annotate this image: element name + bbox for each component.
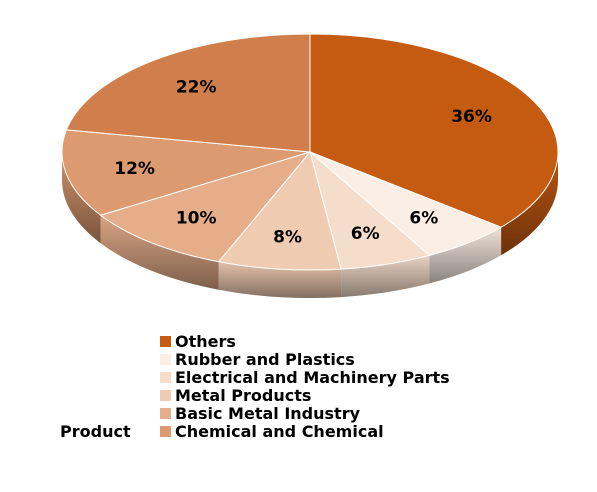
pie-slice-basic-metal-industry-4 <box>99 151 312 263</box>
legend-swatch-chemical-and-chemical-5 <box>160 426 171 437</box>
pie-label-rubber-and-plastics-1: 6% <box>409 208 438 228</box>
pie-label-electrical-and-machinery-parts-2: 6% <box>351 224 380 244</box>
legend-swatch-others-0 <box>160 336 171 347</box>
pie-label-metal-products-3: 8% <box>273 227 302 247</box>
pie-slice-chemical-and-chemical-product-5 <box>61 129 311 216</box>
pie-slice-labels: 36% 6% 6% 8% 10% 12% 22% <box>114 78 492 248</box>
pie-side-shade-metal-products-3 <box>218 261 342 299</box>
pie-slice-others-0 <box>309 33 559 228</box>
pie-label-unlabeled-6: 22% <box>176 78 217 98</box>
pie-side-shade-others-0 <box>501 152 558 256</box>
pie-top-faces <box>61 33 559 271</box>
legend-label-overflow: Product <box>60 422 131 441</box>
legend-label-others-0: Others <box>175 332 236 351</box>
pie-side-shade-electrical-and-machinery-parts-2 <box>341 255 430 298</box>
legend-label-metal-products-3: Metal Products <box>175 386 311 405</box>
legend-label-rubber-and-plastics-1: Rubber and Plastics <box>175 350 355 369</box>
pie-label-chemical-and-chemical-product-5: 12% <box>114 159 155 179</box>
pie-label-others-0: 36% <box>451 107 492 127</box>
pie-slice-metal-products-3 <box>217 150 342 271</box>
legend-label-electrical-and-machinery-parts-2: Electrical and Machinery Parts <box>175 368 450 387</box>
legend-swatch-electrical-and-machinery-parts-2 <box>160 372 171 383</box>
pie-slice-unlabeled-6 <box>65 33 311 153</box>
pie-label-basic-metal-industry-4: 10% <box>176 208 217 228</box>
pie-side-shade-chemical-and-chemical-product-5 <box>62 152 101 244</box>
legend-swatch-basic-metal-industry-4 <box>160 408 171 419</box>
legend-label-chemical-and-chemical-5: Chemical and Chemical <box>175 422 384 441</box>
legend-label-basic-metal-industry-4: Basic Metal Industry <box>175 404 361 423</box>
legend-swatch-metal-products-3 <box>160 390 171 401</box>
legend-swatch-rubber-and-plastics-1 <box>160 354 171 365</box>
pie-side-shade-rubber-and-plastics-1 <box>429 227 502 284</box>
